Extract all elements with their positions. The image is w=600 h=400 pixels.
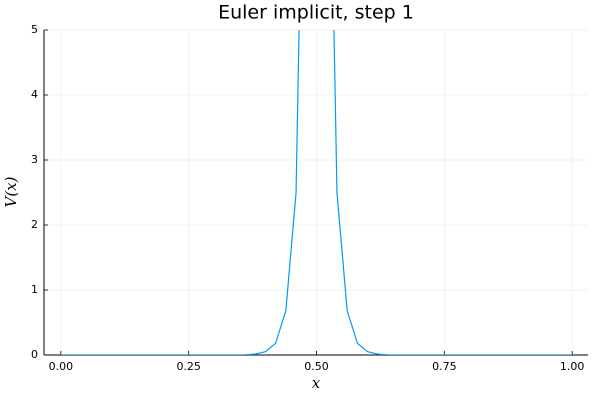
x-axis-label: x bbox=[312, 374, 321, 392]
x-tick-label: 0.75 bbox=[432, 360, 457, 373]
x-tick-label: 0.50 bbox=[304, 360, 329, 373]
y-tick-label: 3 bbox=[31, 153, 38, 166]
y-tick-label: 4 bbox=[31, 88, 38, 101]
y-tick-label: 0 bbox=[31, 348, 38, 361]
y-tick-label: 5 bbox=[31, 23, 38, 36]
y-tick-label: 2 bbox=[31, 218, 38, 231]
x-tick-label: 0.00 bbox=[49, 360, 74, 373]
x-tick-label: 1.00 bbox=[560, 360, 585, 373]
chart-title: Euler implicit, step 1 bbox=[218, 2, 414, 24]
x-tick-label: 0.25 bbox=[176, 360, 201, 373]
y-axis-label: V(x) bbox=[2, 176, 20, 207]
y-tick-label: 1 bbox=[31, 283, 38, 296]
